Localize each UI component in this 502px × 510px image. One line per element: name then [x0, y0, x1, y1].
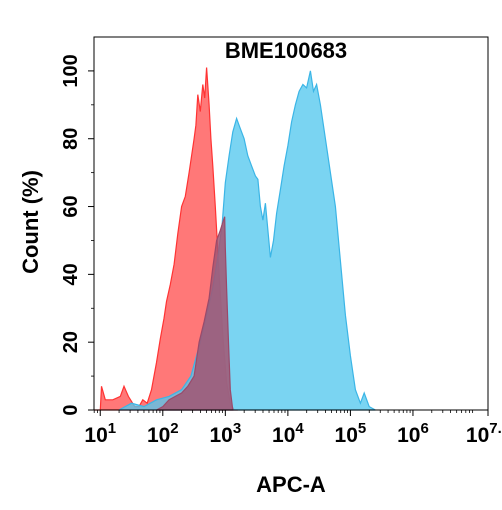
x-tick-exponent: 7.2	[489, 420, 502, 437]
x-tick-base: 10	[209, 424, 232, 447]
x-tick-exponent: 2	[170, 420, 178, 437]
y-tick-label: 80	[60, 128, 82, 150]
x-axis-label: APC-A	[256, 472, 326, 497]
x-tick-label: 106	[397, 420, 429, 447]
histogram-series-3	[156, 216, 234, 411]
y-tick-label: 0	[60, 404, 82, 415]
x-tick-label: 105	[335, 420, 367, 447]
x-tick-label: 107.2	[466, 420, 502, 447]
x-tick-base: 10	[84, 424, 107, 447]
y-tick-label: 40	[60, 263, 82, 285]
histogram-series-1	[94, 67, 238, 411]
x-tick-exponent: 1	[108, 420, 116, 437]
y-tick-label: 100	[60, 54, 82, 87]
x-tick-base: 10	[466, 424, 489, 447]
x-tick-exponent: 6	[420, 420, 428, 437]
y-axis-label: Count (%)	[18, 170, 43, 274]
x-tick-exponent: 5	[358, 420, 366, 437]
x-tick-base: 10	[397, 424, 420, 447]
x-tick-exponent: 4	[295, 420, 304, 437]
x-tick-label: 103	[209, 420, 241, 447]
x-tick-base: 10	[272, 424, 295, 447]
y-tick-label: 60	[60, 195, 82, 217]
x-tick-base: 10	[335, 424, 358, 447]
x-tick-base: 10	[147, 424, 170, 447]
plot-frame	[93, 36, 489, 411]
x-tick-label: 101	[84, 420, 116, 447]
x-tick-exponent: 3	[233, 420, 241, 437]
x-tick-label: 102	[147, 420, 179, 447]
y-axis: 0 20 40 60 80 100	[60, 54, 94, 416]
chart-title: BME100683	[225, 38, 347, 63]
series-layer	[94, 67, 376, 411]
y-tick-label: 20	[60, 331, 82, 353]
x-tick-label: 104	[272, 420, 304, 447]
